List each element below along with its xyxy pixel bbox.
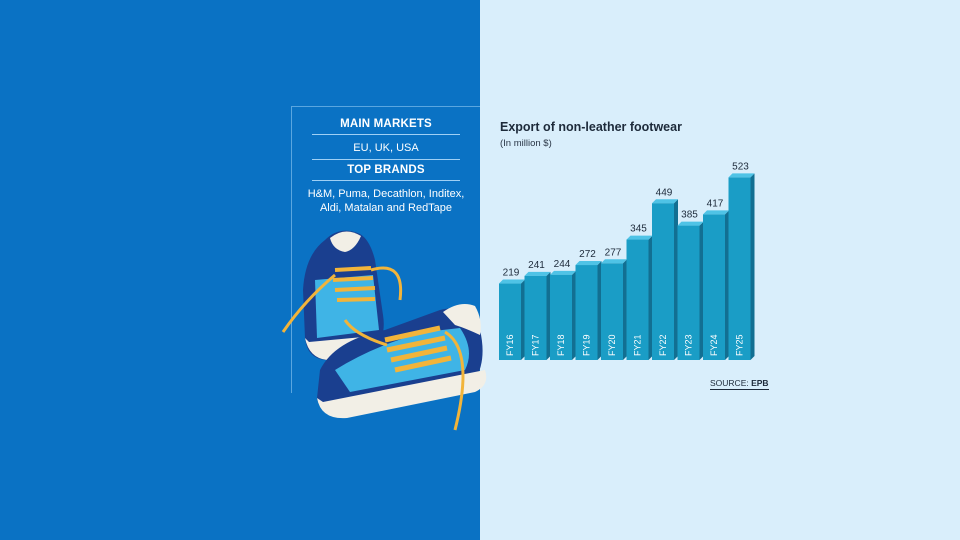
sneakers-illustration bbox=[281, 230, 487, 431]
bar-FY20 bbox=[601, 263, 623, 360]
bar-top-FY19 bbox=[575, 261, 602, 266]
bar-top-FY21 bbox=[626, 235, 653, 240]
source-name: EPB bbox=[751, 378, 769, 388]
bar-FY18 bbox=[550, 274, 572, 360]
bar-top-FY25 bbox=[728, 173, 755, 178]
bar-FY24 bbox=[703, 214, 725, 360]
bar-top-FY22 bbox=[652, 199, 678, 204]
bar-FY16 bbox=[499, 283, 521, 360]
bar-top-FY17 bbox=[524, 271, 551, 276]
category-label-FY25: FY25 bbox=[735, 334, 745, 356]
bar-side-FY24 bbox=[725, 210, 729, 360]
left-panel bbox=[0, 0, 480, 540]
bar-side-FY19 bbox=[597, 261, 602, 360]
category-label-FY19: FY19 bbox=[582, 334, 592, 356]
source-prefix: SOURCE: bbox=[710, 378, 752, 388]
bar-top-FY23 bbox=[677, 221, 704, 226]
value-label-FY17: 241 bbox=[528, 260, 545, 271]
bar-top-FY16 bbox=[499, 279, 525, 284]
category-label-FY16: FY16 bbox=[505, 334, 515, 356]
markets-heading: MAIN MARKETS bbox=[312, 118, 460, 135]
source-label: SOURCE: EPB bbox=[710, 378, 769, 390]
value-label-FY19: 272 bbox=[579, 249, 596, 260]
chart-title: Export of non-leather footwear bbox=[500, 120, 682, 134]
bar-chart: 219 FY16 241 FY17 244 FY18 272 FY19 277 FY20 345 FY… bbox=[499, 161, 755, 360]
bar-FY19 bbox=[575, 265, 598, 360]
value-label-FY24: 417 bbox=[707, 198, 724, 209]
bar-top-FY20 bbox=[601, 259, 627, 264]
bar-top-FY24 bbox=[703, 210, 729, 215]
chart-subtitle: (In million $) bbox=[500, 138, 552, 149]
category-label-FY22: FY22 bbox=[658, 334, 668, 356]
bar-side-FY16 bbox=[521, 279, 525, 360]
markets-value: EU, UK, USA bbox=[353, 142, 419, 154]
category-label-FY18: FY18 bbox=[556, 334, 566, 356]
bar-FY22 bbox=[652, 203, 674, 360]
value-label-FY23: 385 bbox=[681, 210, 698, 221]
bar-side-FY23 bbox=[699, 221, 704, 360]
category-label-FY20: FY20 bbox=[607, 334, 617, 356]
category-label-FY21: FY21 bbox=[633, 334, 643, 356]
category-label-FY23: FY23 bbox=[684, 334, 694, 356]
bar-side-FY18 bbox=[572, 270, 576, 360]
bar-side-FY22 bbox=[674, 199, 678, 360]
brands-heading: TOP BRANDS bbox=[312, 159, 460, 181]
value-label-FY18: 244 bbox=[554, 259, 571, 270]
bar-side-FY17 bbox=[546, 271, 551, 360]
brands-line-1: H&M, Puma, Decathlon, Inditex, bbox=[307, 188, 465, 200]
bar-side-FY20 bbox=[623, 259, 627, 360]
bar-FY23 bbox=[677, 225, 700, 360]
front-sneaker bbox=[317, 304, 487, 431]
category-label-FY17: FY17 bbox=[531, 334, 541, 356]
info-box-frame bbox=[291, 106, 480, 393]
value-label-FY20: 277 bbox=[605, 247, 622, 258]
bar-FY25 bbox=[728, 177, 751, 360]
bar-side-FY21 bbox=[648, 235, 653, 360]
value-label-FY21: 345 bbox=[630, 224, 647, 235]
brands-line-2: Aldi, Matalan and RedTape bbox=[319, 202, 453, 214]
info-panel: MAIN MARKETS EU, UK, USA TOP BRANDS H&M,… bbox=[300, 118, 472, 215]
bar-FY21 bbox=[626, 239, 649, 360]
value-label-FY16: 219 bbox=[503, 268, 520, 279]
value-label-FY22: 449 bbox=[656, 187, 673, 198]
value-label-FY25: 523 bbox=[732, 161, 749, 172]
bar-top-FY18 bbox=[550, 270, 576, 275]
category-label-FY24: FY24 bbox=[709, 334, 719, 356]
bar-FY17 bbox=[524, 275, 547, 360]
bar-side-FY25 bbox=[750, 173, 755, 360]
